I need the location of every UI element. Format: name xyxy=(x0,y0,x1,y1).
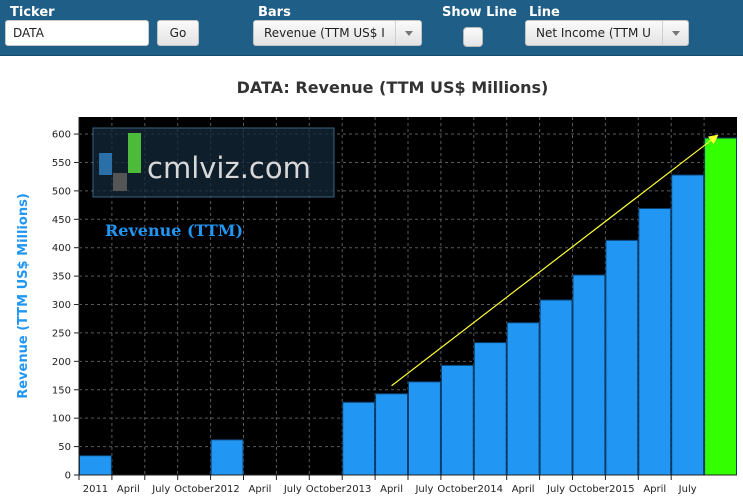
bar-8[interactable] xyxy=(342,401,376,476)
line-select-value: Net Income (TTM U xyxy=(536,26,651,40)
x-tick-label: October xyxy=(174,484,215,495)
logo-block-blue xyxy=(99,153,112,175)
bar-17[interactable] xyxy=(638,207,672,476)
bar-15[interactable] xyxy=(572,274,606,476)
x-tick-label: April xyxy=(380,484,403,495)
bar-13[interactable] xyxy=(506,322,540,476)
y-tick-label: 400 xyxy=(52,243,71,254)
bars-select[interactable]: Revenue (TTM US$ I xyxy=(253,20,422,46)
x-tick-label: April xyxy=(249,484,272,495)
bar-9[interactable] xyxy=(375,393,409,476)
x-tick-label: April xyxy=(643,484,666,495)
line-select[interactable]: Net Income (TTM U xyxy=(525,20,689,46)
x-tick-label: 2013 xyxy=(346,484,371,495)
x-tick-label: July xyxy=(546,484,565,495)
logo-block-green xyxy=(128,133,141,173)
y-tick-label: 600 xyxy=(52,130,71,141)
bar-4[interactable] xyxy=(210,439,244,476)
x-tick-label: July xyxy=(414,484,433,495)
x-tick-label: July xyxy=(678,484,697,495)
bars-select-value: Revenue (TTM US$ I xyxy=(264,26,385,40)
x-tick-label: October xyxy=(306,484,347,495)
x-tick-label: October xyxy=(437,484,478,495)
bars-label: Bars xyxy=(258,5,291,20)
y-tick-label: 100 xyxy=(52,414,71,425)
chart-title: DATA: Revenue (TTM US$ Millions) xyxy=(236,78,549,97)
logo-block-grey xyxy=(113,173,127,191)
ticker-input[interactable]: DATA xyxy=(5,20,149,46)
bars xyxy=(79,137,737,476)
y-tick-label: 550 xyxy=(52,158,71,169)
chevron-down-icon xyxy=(405,31,413,36)
bar-16[interactable] xyxy=(605,239,639,476)
bar-19[interactable] xyxy=(704,137,737,476)
y-tick-label: 150 xyxy=(52,385,71,396)
line-label: Line xyxy=(529,5,560,20)
logo-text: cmlviz.com xyxy=(147,151,311,185)
x-tick-label: 2015 xyxy=(609,484,634,495)
x-tick-label: July xyxy=(151,484,170,495)
show-line-checkbox[interactable] xyxy=(463,27,483,47)
x-tick-label: 2014 xyxy=(478,484,503,495)
line-select-toggle[interactable] xyxy=(662,21,688,45)
y-axis-title: Revenue (TTM US$ Millions) xyxy=(16,193,31,399)
bar-12[interactable] xyxy=(473,342,507,476)
x-tick-label: April xyxy=(117,484,140,495)
y-tick-label: 300 xyxy=(52,300,71,311)
y-tick-label: 250 xyxy=(52,328,71,339)
ticker-label: Ticker xyxy=(10,5,55,20)
bar-14[interactable] xyxy=(539,299,573,476)
axes: 0 50 100 150 200 250 300 350 400 450 500 550 600 2011… xyxy=(52,117,737,495)
x-tick-label: 2012 xyxy=(214,484,239,495)
y-tick-label: 0 xyxy=(65,471,71,482)
trend-arrow xyxy=(391,134,719,387)
series-label: Revenue (TTM) xyxy=(105,221,243,240)
x-tick-label: 2011 xyxy=(83,484,108,495)
x-tick-label: July xyxy=(283,484,302,495)
go-button[interactable]: Go xyxy=(157,20,199,46)
bar-10[interactable] xyxy=(408,381,441,476)
bar-0[interactable] xyxy=(79,455,112,476)
watermark-logo: cmlviz.com xyxy=(92,127,335,198)
y-tick-label: 350 xyxy=(52,272,71,283)
chevron-down-icon xyxy=(672,31,680,36)
bar-11[interactable] xyxy=(440,364,474,476)
y-tick-label: 200 xyxy=(52,357,71,368)
x-tick-label: October xyxy=(569,484,610,495)
show-line-label: Show Line xyxy=(442,5,517,20)
y-tick-label: 450 xyxy=(52,215,71,226)
x-tick-label: April xyxy=(512,484,535,495)
y-tick-label: 50 xyxy=(58,442,71,453)
bar-18[interactable] xyxy=(671,174,705,476)
bars-select-toggle[interactable] xyxy=(395,21,421,45)
toolbar: Ticker DATA Go Bars Revenue (TTM US$ I S… xyxy=(0,0,743,56)
y-tick-label: 500 xyxy=(52,186,71,197)
